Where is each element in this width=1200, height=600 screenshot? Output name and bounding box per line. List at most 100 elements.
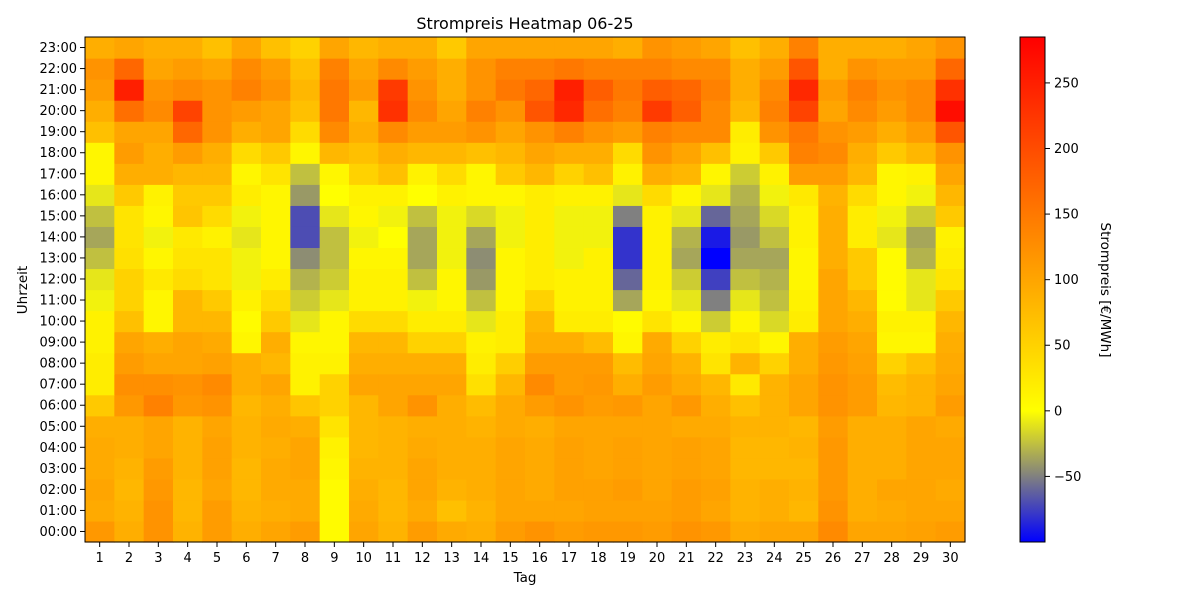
heatmap-cell xyxy=(407,499,438,522)
heatmap-cell xyxy=(730,184,761,206)
heatmap-cell xyxy=(847,205,878,227)
heatmap-cell xyxy=(701,394,731,417)
heatmap-cell xyxy=(671,478,702,501)
heatmap-cell xyxy=(730,100,761,122)
heatmap-cell xyxy=(114,163,145,185)
heatmap-cell xyxy=(877,478,907,501)
heatmap-cell xyxy=(583,58,614,80)
heatmap-cell xyxy=(202,373,233,396)
heatmap-cell xyxy=(202,163,233,185)
heatmap-cell xyxy=(613,436,643,459)
heatmap-cell xyxy=(378,289,409,312)
heatmap-cell xyxy=(935,436,966,459)
heatmap-cell xyxy=(437,478,467,501)
heatmap-cell xyxy=(437,415,467,438)
heatmap-cell xyxy=(378,163,409,185)
heatmap-cell xyxy=(877,37,907,59)
heatmap-cell xyxy=(437,205,467,227)
heatmap-cell xyxy=(143,415,174,438)
heatmap-cell xyxy=(114,226,145,249)
heatmap-cell xyxy=(730,226,761,249)
y-tick-label: 17:00 xyxy=(40,167,77,182)
y-axis-label: Uhrzeit xyxy=(15,266,31,314)
heatmap-cell xyxy=(85,226,115,249)
heatmap-cell xyxy=(407,520,438,543)
y-tick-label: 21:00 xyxy=(40,83,77,98)
heatmap-cell xyxy=(466,415,497,438)
heatmap-cell xyxy=(231,163,262,185)
y-tick-label: 13:00 xyxy=(40,251,77,266)
heatmap-cell xyxy=(143,331,174,354)
heatmap-cell xyxy=(437,58,467,80)
x-tick-label: 17 xyxy=(561,551,578,566)
heatmap-cell xyxy=(466,268,497,291)
heatmap-cell xyxy=(202,79,233,101)
heatmap-cell xyxy=(319,205,350,227)
heatmap-cell xyxy=(290,436,321,459)
heatmap-cell xyxy=(290,121,321,143)
heatmap-cell xyxy=(613,520,643,543)
heatmap-cell xyxy=(701,142,731,164)
heatmap-cell xyxy=(877,499,907,522)
heatmap-cell xyxy=(730,394,761,417)
heatmap-cell xyxy=(349,121,379,143)
heatmap-cell xyxy=(378,520,409,543)
heatmap-cell xyxy=(730,289,761,312)
heatmap-cell xyxy=(906,478,937,501)
heatmap-cell xyxy=(466,394,497,417)
heatmap-cell xyxy=(554,142,585,164)
heatmap-cell xyxy=(114,373,145,396)
x-tick-label: 30 xyxy=(942,551,959,566)
heatmap-cell xyxy=(847,478,878,501)
heatmap-cell xyxy=(114,58,145,80)
heatmap-cell xyxy=(613,478,643,501)
heatmap-cell xyxy=(173,205,203,227)
y-axis: 00:00 01:00 02:00 03:00 04:00 05:00 06:00 07:00… xyxy=(40,41,85,540)
heatmap-cell xyxy=(730,331,761,354)
heatmap-cell xyxy=(525,205,555,227)
y-tick-label: 14:00 xyxy=(40,230,77,245)
heatmap-cell xyxy=(290,268,321,291)
heatmap-cell xyxy=(495,268,526,291)
colorbar xyxy=(1019,36,1046,543)
heatmap-cell xyxy=(759,226,790,249)
heatmap-cell xyxy=(407,100,438,122)
heatmap-cell xyxy=(877,79,907,101)
x-tick-label: 20 xyxy=(649,551,666,566)
heatmap-cell xyxy=(173,310,203,333)
heatmap-cell xyxy=(466,352,497,375)
heatmap-cell xyxy=(231,184,262,206)
heatmap-cell xyxy=(202,268,233,291)
heatmap-cell xyxy=(261,100,291,122)
heatmap-cell xyxy=(349,163,379,185)
heatmap-cell xyxy=(378,37,409,59)
heatmap-cell xyxy=(671,499,702,522)
heatmap-cell xyxy=(935,121,966,143)
heatmap-cell xyxy=(525,184,555,206)
heatmap-cell xyxy=(642,457,673,480)
heatmap-cell xyxy=(583,37,614,59)
heatmap-cell xyxy=(759,499,790,522)
heatmap-cell xyxy=(818,142,849,164)
heatmap-cell xyxy=(114,436,145,459)
heatmap-cell xyxy=(407,79,438,101)
heatmap-cell xyxy=(877,163,907,185)
heatmap-cell xyxy=(877,310,907,333)
heatmap-cell xyxy=(85,478,115,501)
heatmap-cell xyxy=(613,394,643,417)
heatmap-cell xyxy=(701,247,731,270)
heatmap-cell xyxy=(847,436,878,459)
heatmap-cell xyxy=(789,37,819,59)
heatmap-cell xyxy=(407,310,438,333)
x-tick-label: 28 xyxy=(883,551,900,566)
heatmap-cell xyxy=(525,436,555,459)
heatmap-cell xyxy=(613,58,643,80)
colorbar-tick-label: −50 xyxy=(1054,470,1081,485)
heatmap-cell xyxy=(378,457,409,480)
heatmap-cell xyxy=(319,247,350,270)
heatmap-cell xyxy=(789,163,819,185)
heatmap-cell xyxy=(554,79,585,101)
heatmap-cell xyxy=(437,121,467,143)
heatmap-cell xyxy=(613,268,643,291)
heatmap-cell xyxy=(466,478,497,501)
